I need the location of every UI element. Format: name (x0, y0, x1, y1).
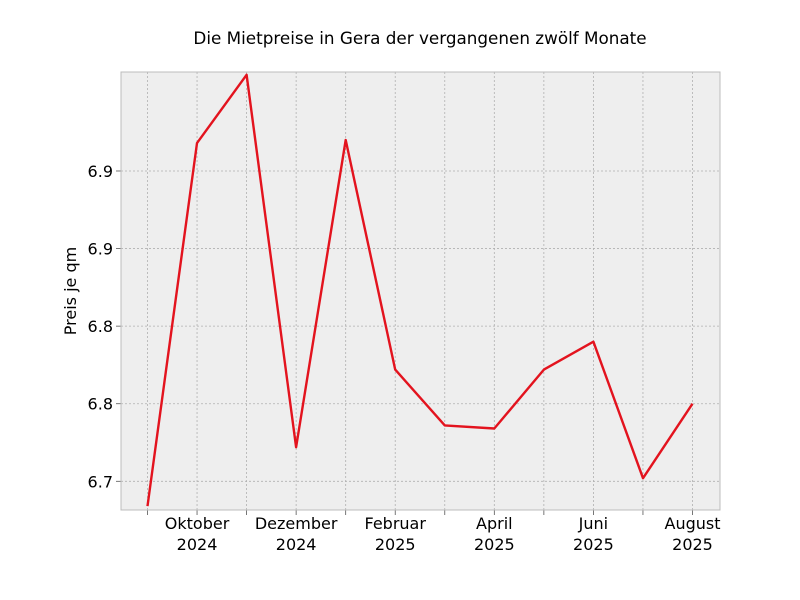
plot-area (121, 72, 720, 510)
y-tick-label: 6.8 (88, 317, 113, 336)
x-tick-label: Dezember 2024 (255, 514, 338, 554)
x-tick-label: August 2025 (665, 514, 721, 554)
y-tick-label: 6.7 (88, 472, 113, 491)
y-tick-label: 6.9 (88, 240, 113, 259)
y-tick-label: 6.9 (88, 162, 113, 181)
y-tick-label: 6.8 (88, 395, 113, 414)
x-tick-label: Oktober 2024 (165, 514, 230, 554)
plot-frame (120, 71, 721, 511)
x-tick-label: Februar 2025 (365, 514, 427, 554)
y-axis-label: Preis je qm (61, 247, 80, 335)
gridlines (121, 72, 720, 510)
y-tick-labels: 6.7 6.8 6.8 6.9 6.9 (88, 162, 113, 491)
chart-title: Die Mietpreise in Gera der vergangenen z… (193, 28, 646, 48)
x-tick-label: Juni 2025 (573, 514, 614, 554)
axis-ticks (116, 170, 693, 515)
series-line (146, 73, 694, 507)
x-tick-label: April 2025 (474, 514, 515, 554)
x-tick-labels: Oktober 2024 Dezember 2024 Februar 2025 April 2… (165, 514, 721, 554)
